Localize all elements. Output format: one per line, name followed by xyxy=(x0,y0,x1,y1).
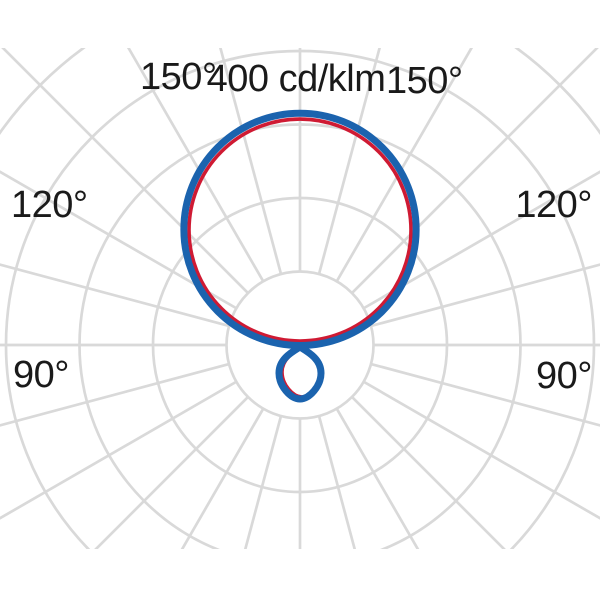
grid-radial-line xyxy=(243,415,283,549)
grid-radial-line xyxy=(0,380,238,520)
grid-radial-line xyxy=(126,48,265,283)
grid-radial-line xyxy=(370,362,600,427)
intensity-scale-label: 400 cd/klm xyxy=(206,58,386,100)
grid-radial-line xyxy=(335,407,420,549)
grid-radial-line xyxy=(0,170,238,310)
angle-label-150-right: 150° xyxy=(386,60,463,102)
grid-radial-line xyxy=(362,170,600,310)
curve-c0-c180-lower-loop xyxy=(275,343,325,403)
angle-label-90-left: 90° xyxy=(13,354,69,396)
grid-radial-line xyxy=(1,48,249,294)
angle-label-150-left: 150° xyxy=(140,56,217,98)
intensity-curves xyxy=(180,109,420,403)
angle-label-120-left: 120° xyxy=(11,184,88,226)
grid-radial-line xyxy=(180,407,265,549)
grid-radial-line xyxy=(219,48,283,275)
grid-radial-line xyxy=(362,380,600,520)
grid-radial-line xyxy=(94,396,249,549)
grid-radial-line xyxy=(317,415,357,549)
grid-radial-line xyxy=(351,396,506,549)
curve-c90-c270-upper-lobe xyxy=(187,117,413,343)
grid-radial-line xyxy=(335,48,474,283)
grid-radial-line xyxy=(370,263,600,328)
angle-label-120-right: 120° xyxy=(515,184,592,226)
grid-radial-line xyxy=(351,48,599,294)
grid-radial-line xyxy=(317,48,381,275)
angle-label-90-right: 90° xyxy=(536,355,592,397)
grid-radial-line xyxy=(0,362,230,427)
grid-radial-line xyxy=(0,263,230,328)
